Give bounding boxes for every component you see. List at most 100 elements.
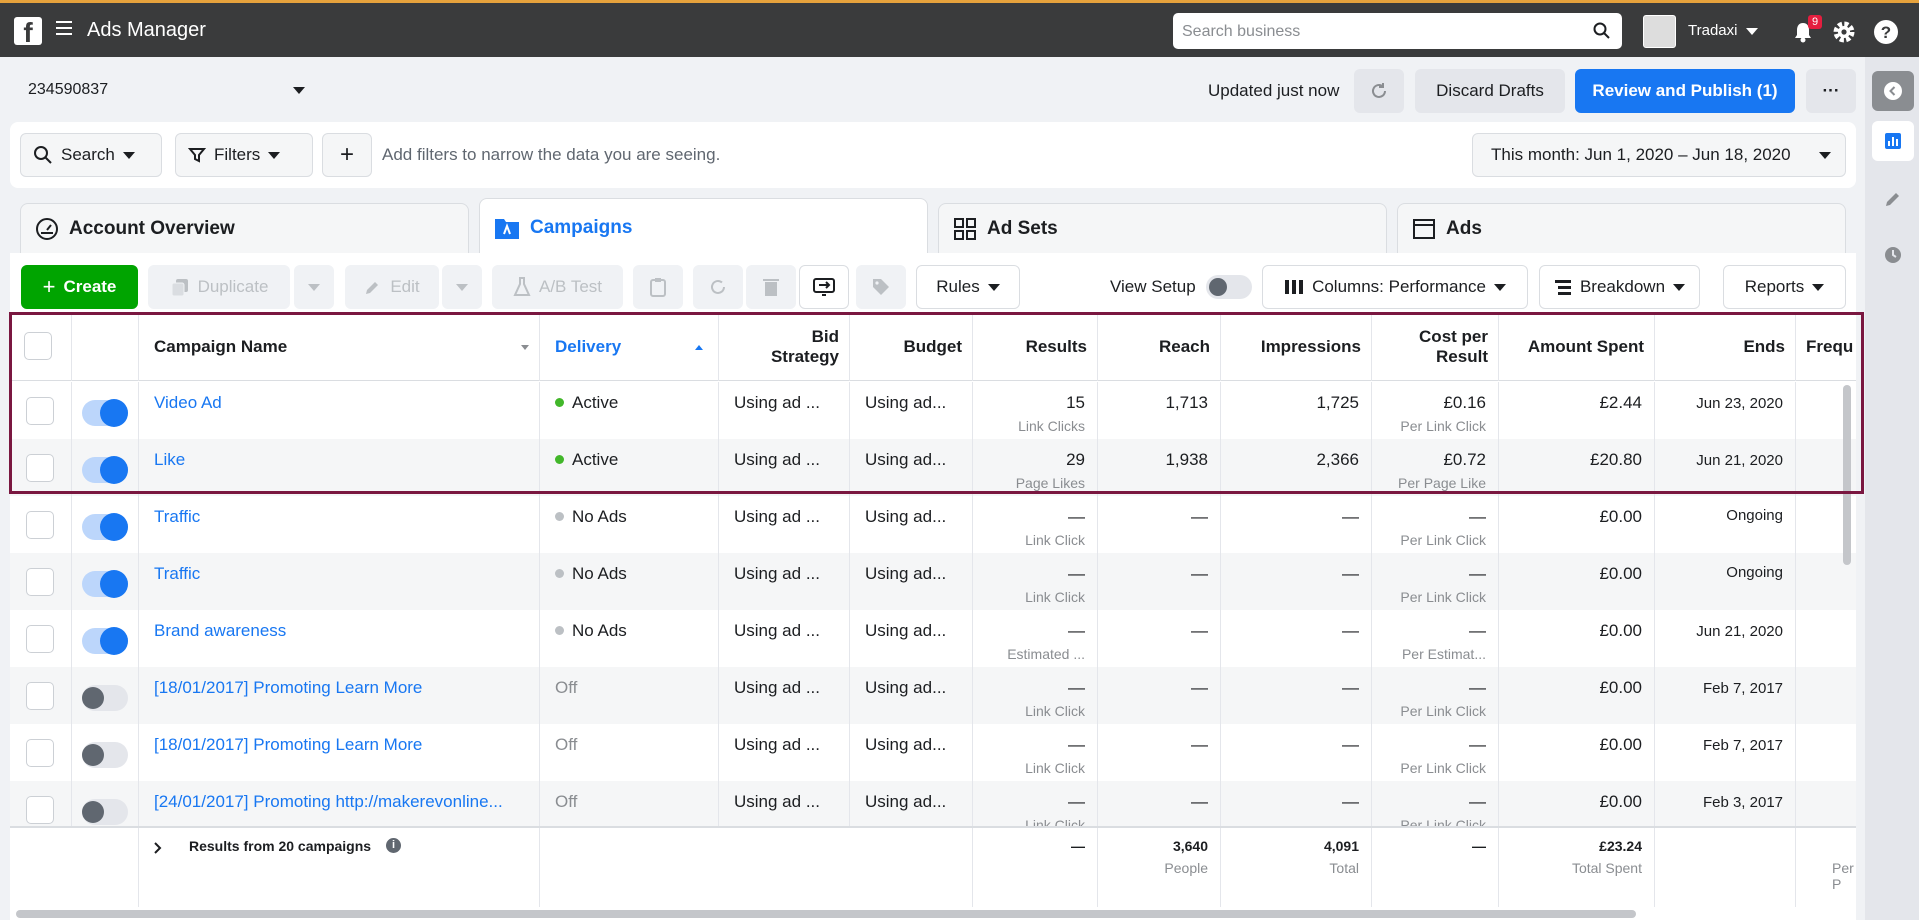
campaign-name-link[interactable]: [24/01/2017] Promoting http://makerevonl… (154, 792, 503, 811)
collapse-panel-button[interactable] (1872, 71, 1914, 111)
menu-icon[interactable] (56, 21, 72, 37)
discard-drafts-button[interactable]: Discard Drafts (1415, 69, 1565, 113)
campaign-name-link[interactable]: [18/01/2017] Promoting Learn More (154, 735, 423, 754)
filter-hint[interactable]: Add filters to narrow the data you are s… (382, 145, 721, 164)
campaigns-table: Campaign Name Delivery Bid Strategy Budg… (10, 313, 1856, 905)
rules-shortcut-button[interactable] (799, 265, 849, 309)
row-checkbox[interactable] (26, 397, 54, 425)
bell-icon[interactable] (1792, 21, 1814, 43)
create-button[interactable]: + Create (21, 265, 138, 309)
row-checkbox[interactable] (26, 739, 54, 767)
refresh-button[interactable] (1354, 69, 1404, 113)
table-row[interactable]: Brand awareness No Ads Using ad ... Using a… (10, 610, 1856, 667)
campaign-name-link[interactable]: Brand awareness (154, 621, 287, 640)
horizontal-scrollbar[interactable] (10, 907, 1856, 920)
cell-bid: Using ad ... (719, 724, 850, 781)
select-all-checkbox[interactable] (24, 332, 52, 360)
campaign-toggle[interactable] (82, 685, 128, 711)
column-cost-per-result[interactable]: Cost per Result (1372, 313, 1499, 381)
campaign-name-link[interactable]: Video Ad (154, 393, 222, 412)
revert-button[interactable] (693, 265, 743, 309)
rules-button[interactable]: Rules (916, 265, 1020, 309)
row-checkbox[interactable] (26, 568, 54, 596)
campaign-name-link[interactable]: Traffic (154, 564, 201, 583)
reports-label: Reports (1744, 277, 1805, 296)
campaign-toggle[interactable] (82, 513, 128, 541)
campaign-toggle[interactable] (82, 399, 128, 427)
columns-button[interactable]: Columns: Performance (1262, 265, 1528, 309)
history-button[interactable] (1872, 235, 1914, 275)
campaign-name-link[interactable]: Traffic (154, 507, 201, 526)
tab-ads[interactable]: Ads (1397, 203, 1846, 253)
search-business-input[interactable]: Search business (1173, 13, 1622, 49)
tab-campaigns[interactable]: Campaigns (479, 198, 928, 256)
cell-ends: Jun 21, 2020 (1655, 610, 1796, 667)
info-icon[interactable]: i (386, 838, 401, 853)
row-checkbox[interactable] (26, 454, 54, 482)
table-row[interactable]: Video Ad Active Using ad ... Using ad... 15 L… (10, 382, 1856, 439)
campaign-toggle[interactable] (82, 742, 128, 768)
table-row[interactable]: Like Active Using ad ... Using ad... 29 Page … (10, 439, 1856, 496)
avatar[interactable] (1643, 15, 1676, 48)
facebook-logo-icon[interactable]: f (14, 17, 42, 45)
footer-results: — (973, 828, 1098, 908)
edit-button[interactable]: Edit (345, 265, 439, 309)
column-frequency[interactable]: Frequ (1796, 313, 1856, 381)
gear-icon[interactable] (1831, 19, 1857, 45)
campaign-name-link[interactable]: [18/01/2017] Promoting Learn More (154, 678, 423, 697)
row-checkbox[interactable] (26, 511, 54, 539)
account-chevron-down-icon[interactable] (293, 87, 305, 94)
table-row[interactable]: Traffic No Ads Using ad ... Using ad... — Lin… (10, 553, 1856, 610)
column-ends[interactable]: Ends (1655, 313, 1796, 381)
chevron-right-icon[interactable] (153, 841, 163, 855)
column-results[interactable]: Results (973, 313, 1098, 381)
help-icon[interactable]: ? (1874, 20, 1898, 44)
row-checkbox[interactable] (26, 682, 54, 710)
reports-button[interactable]: Reports (1723, 265, 1846, 309)
account-id[interactable]: 234590837 (28, 81, 109, 98)
duplicate-dropdown[interactable] (294, 265, 334, 309)
row-checkbox[interactable] (26, 625, 54, 653)
campaign-toggle[interactable] (82, 799, 128, 825)
date-range-picker[interactable]: This month: Jun 1, 2020 – Jun 18, 2020 (1472, 133, 1846, 177)
table-row[interactable]: Traffic No Ads Using ad ... Using ad... — Lin… (10, 496, 1856, 553)
breakdown-button[interactable]: Breakdown (1539, 265, 1700, 309)
campaign-toggle[interactable] (82, 627, 128, 655)
duplicate-button[interactable]: Duplicate (148, 265, 290, 309)
view-setup-toggle[interactable] (1206, 275, 1252, 299)
campaign-toggle[interactable] (82, 456, 128, 484)
clipboard-button[interactable] (633, 265, 683, 309)
chevron-down-icon[interactable] (1746, 28, 1758, 35)
tag-button[interactable] (856, 265, 906, 309)
column-campaign-name[interactable]: Campaign Name (139, 313, 540, 381)
more-options-button[interactable]: ··· (1806, 69, 1856, 113)
user-name[interactable]: Tradaxi (1688, 22, 1738, 39)
row-checkbox[interactable] (26, 796, 54, 824)
breakdown-icon (1554, 280, 1571, 295)
cell-freq (1796, 610, 1856, 667)
scrollbar-thumb[interactable] (16, 910, 1636, 918)
campaign-toggle[interactable] (82, 570, 128, 598)
campaign-name-link[interactable]: Like (154, 450, 186, 469)
column-impressions[interactable]: Impressions (1221, 313, 1372, 381)
edit-dropdown[interactable] (442, 265, 482, 309)
search-button[interactable]: Search (20, 133, 162, 177)
tab-ad-sets[interactable]: Ad Sets (938, 203, 1387, 253)
vertical-scrollbar[interactable] (1843, 385, 1851, 565)
edit-panel-button[interactable] (1872, 179, 1914, 219)
column-delivery[interactable]: Delivery (540, 313, 719, 381)
table-row[interactable]: [18/01/2017] Promoting Learn More Off Usin… (10, 667, 1856, 724)
column-bid-strategy[interactable]: Bid Strategy (719, 313, 850, 381)
column-reach[interactable]: Reach (1098, 313, 1221, 381)
charts-button[interactable] (1872, 121, 1914, 161)
review-publish-button[interactable]: Review and Publish (1) (1575, 69, 1795, 113)
add-filter-button[interactable]: + (322, 133, 372, 177)
ab-test-button[interactable]: A/B Test (492, 265, 623, 309)
filters-button[interactable]: Filters (175, 133, 313, 177)
delete-button[interactable] (746, 265, 796, 309)
column-budget[interactable]: Budget (850, 313, 973, 381)
table-row[interactable]: [18/01/2017] Promoting Learn More Off Usin… (10, 724, 1856, 781)
column-amount-spent[interactable]: Amount Spent (1499, 313, 1655, 381)
app-title: Ads Manager (87, 19, 206, 41)
tab-account-overview[interactable]: Account Overview (20, 203, 469, 253)
